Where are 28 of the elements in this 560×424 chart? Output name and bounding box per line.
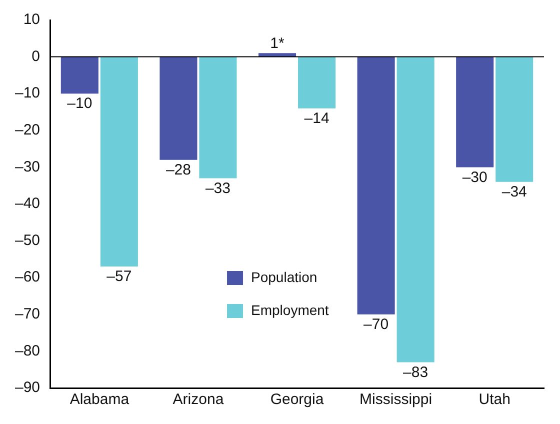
y-tick-label: –20 [14, 122, 40, 139]
y-tick-label: –50 [14, 232, 40, 249]
y-tick-label: –80 [14, 342, 40, 360]
data-label: –33 [205, 180, 230, 197]
data-label: –14 [304, 110, 330, 127]
y-tick-label: –40 [14, 195, 40, 212]
y-tick-label: 0 [32, 48, 40, 65]
data-label: –34 [502, 184, 527, 201]
x-tick-label: Alabama [70, 391, 130, 408]
data-label: –30 [462, 168, 488, 186]
legend-label: Employment [251, 302, 329, 318]
x-tick-label: Mississippi [360, 391, 432, 408]
legend-label: Population [251, 268, 318, 285]
y-tick-label: –30 [14, 158, 40, 176]
x-tick-label: Arizona [172, 391, 224, 408]
y-tick-label: –60 [14, 268, 40, 286]
data-label: –10 [67, 95, 92, 112]
y-tick-label: –90 [14, 379, 40, 396]
data-label: –83 [403, 364, 428, 381]
data-label: –70 [364, 316, 389, 334]
data-label: –28 [166, 161, 191, 178]
data-label: 1* [270, 34, 285, 52]
x-tick-label: Georgia [270, 391, 324, 408]
x-tick-label: Utah [478, 391, 510, 408]
y-tick-label: –70 [14, 306, 40, 323]
data-label: –57 [106, 268, 132, 286]
y-tick-label: –10 [14, 84, 40, 102]
y-tick-label: 10 [23, 11, 40, 28]
